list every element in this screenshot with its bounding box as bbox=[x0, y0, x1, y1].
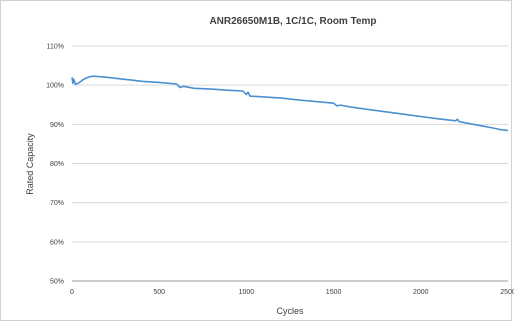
y-tick-label: 50% bbox=[50, 279, 64, 286]
y-tick-label: 60% bbox=[50, 239, 64, 246]
x-tick-label: 1500 bbox=[326, 289, 342, 296]
y-tick-label: 100% bbox=[46, 83, 64, 90]
x-tick-label: 2500 bbox=[500, 289, 514, 296]
y-axis-label: Rated Capacity bbox=[25, 133, 35, 195]
series-layer bbox=[71, 75, 509, 132]
x-tick-label: 0 bbox=[70, 289, 74, 296]
x-tick-labels: 0 500 1000 1500 2000 2500 bbox=[70, 289, 514, 296]
x-axis-label: Cycles bbox=[276, 306, 304, 316]
y-tick-label: 110% bbox=[47, 44, 64, 51]
y-tick-label: 80% bbox=[50, 161, 64, 168]
x-tick-label: 500 bbox=[153, 289, 165, 296]
x-tick-label: 2000 bbox=[413, 289, 429, 296]
y-tick-labels: 50% 60% 70% 80% 90% 100% 110% bbox=[46, 44, 64, 286]
grid-lines bbox=[72, 45, 508, 243]
y-tick-label: 90% bbox=[50, 122, 64, 129]
x-tick-label: 1000 bbox=[239, 289, 255, 296]
y-tick-label: 70% bbox=[50, 200, 64, 207]
chart-title: ANR26650M1B, 1C/1C, Room Temp bbox=[209, 16, 376, 27]
series-line-0 bbox=[71, 75, 509, 132]
